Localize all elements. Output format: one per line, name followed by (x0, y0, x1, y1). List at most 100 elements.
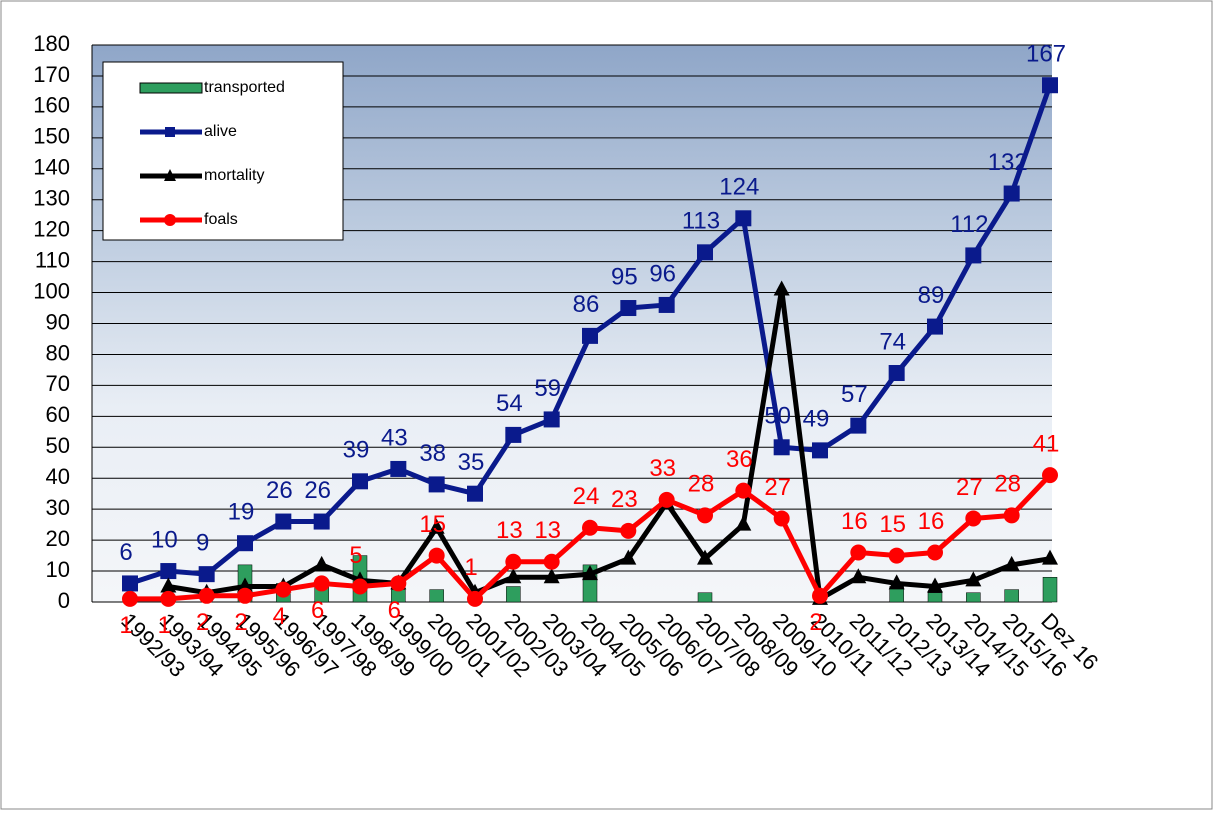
data-label: 95 (611, 263, 638, 290)
marker (1004, 507, 1020, 523)
y-tick-label: 110 (35, 247, 70, 272)
legend-label: transported (204, 79, 285, 96)
chart: 0102030405060708090100110120130140150160… (0, 0, 1214, 812)
data-label: 2 (809, 609, 822, 636)
data-label: 16 (841, 508, 868, 535)
data-label: 54 (496, 390, 523, 417)
marker (850, 544, 866, 560)
marker (927, 319, 943, 335)
bar (966, 593, 980, 602)
bar (698, 593, 712, 602)
data-label: 41 (1033, 430, 1060, 457)
y-tick-label: 180 (33, 31, 70, 56)
marker (275, 514, 291, 530)
marker (735, 210, 751, 226)
marker (122, 591, 138, 607)
marker (505, 427, 521, 443)
bar (1043, 577, 1057, 602)
marker (965, 247, 981, 263)
data-label: 26 (266, 477, 293, 504)
data-label: 27 (764, 474, 791, 501)
marker (582, 328, 598, 344)
data-label: 2 (234, 609, 247, 636)
y-tick-label: 50 (46, 433, 70, 458)
data-label: 6 (388, 597, 401, 624)
marker (620, 300, 636, 316)
data-label: 38 (419, 440, 446, 467)
marker (659, 297, 675, 313)
data-label: 13 (496, 517, 523, 544)
y-tick-label: 140 (33, 155, 70, 180)
data-label: 26 (304, 477, 331, 504)
marker (122, 575, 138, 591)
data-label: 124 (719, 174, 759, 201)
bar (1005, 590, 1019, 602)
marker (314, 575, 330, 591)
marker (429, 548, 445, 564)
data-label: 13 (534, 517, 561, 544)
marker (927, 544, 943, 560)
data-label: 89 (918, 282, 945, 309)
data-label: 6 (311, 597, 324, 624)
data-label: 23 (611, 486, 638, 513)
data-label: 86 (573, 291, 600, 318)
data-label: 167 (1026, 41, 1066, 68)
data-label: 57 (841, 381, 868, 408)
data-label: 50 (764, 403, 791, 430)
marker (697, 507, 713, 523)
y-tick-label: 150 (33, 124, 70, 149)
y-tick-label: 10 (46, 557, 70, 582)
marker (544, 411, 560, 427)
y-tick-label: 100 (33, 278, 70, 303)
marker (620, 523, 636, 539)
y-tick-label: 70 (46, 371, 70, 396)
marker (237, 535, 253, 551)
data-label: 27 (956, 474, 983, 501)
data-label: 74 (879, 328, 906, 355)
marker (352, 579, 368, 595)
legend-label: mortality (204, 167, 264, 184)
data-label: 96 (649, 260, 676, 287)
data-label: 132 (988, 149, 1028, 176)
marker (965, 510, 981, 526)
y-tick-label: 20 (46, 526, 70, 551)
marker (774, 510, 790, 526)
data-label: 19 (228, 499, 255, 526)
bar (928, 593, 942, 602)
marker (889, 365, 905, 381)
marker (544, 554, 560, 570)
data-label: 43 (381, 424, 408, 451)
y-tick-label: 90 (46, 309, 70, 334)
data-label: 28 (688, 471, 715, 498)
marker (467, 591, 483, 607)
marker (812, 442, 828, 458)
data-label: 59 (534, 375, 561, 402)
marker (237, 588, 253, 604)
marker (160, 591, 176, 607)
data-label: 39 (343, 437, 370, 464)
legend-marker (164, 214, 176, 226)
legend-label: alive (204, 123, 237, 140)
y-tick-label: 60 (46, 402, 70, 427)
data-label: 1 (158, 612, 171, 639)
marker (735, 483, 751, 499)
marker (850, 418, 866, 434)
data-label: 4 (273, 603, 286, 630)
data-label: 33 (649, 455, 676, 482)
marker (1042, 77, 1058, 93)
data-label: 28 (994, 471, 1021, 498)
y-tick-label: 160 (33, 93, 70, 118)
marker (352, 473, 368, 489)
marker (199, 566, 215, 582)
y-tick-label: 130 (33, 186, 70, 211)
y-tick-label: 80 (46, 340, 70, 365)
legend-label: foals (204, 211, 238, 228)
data-label: 24 (573, 483, 600, 510)
marker (467, 486, 483, 502)
data-label: 9 (196, 529, 209, 556)
data-label: 6 (119, 539, 132, 566)
data-label: 112 (950, 211, 988, 238)
legend-marker (165, 127, 175, 137)
marker (1004, 186, 1020, 202)
y-tick-label: 170 (33, 62, 70, 87)
